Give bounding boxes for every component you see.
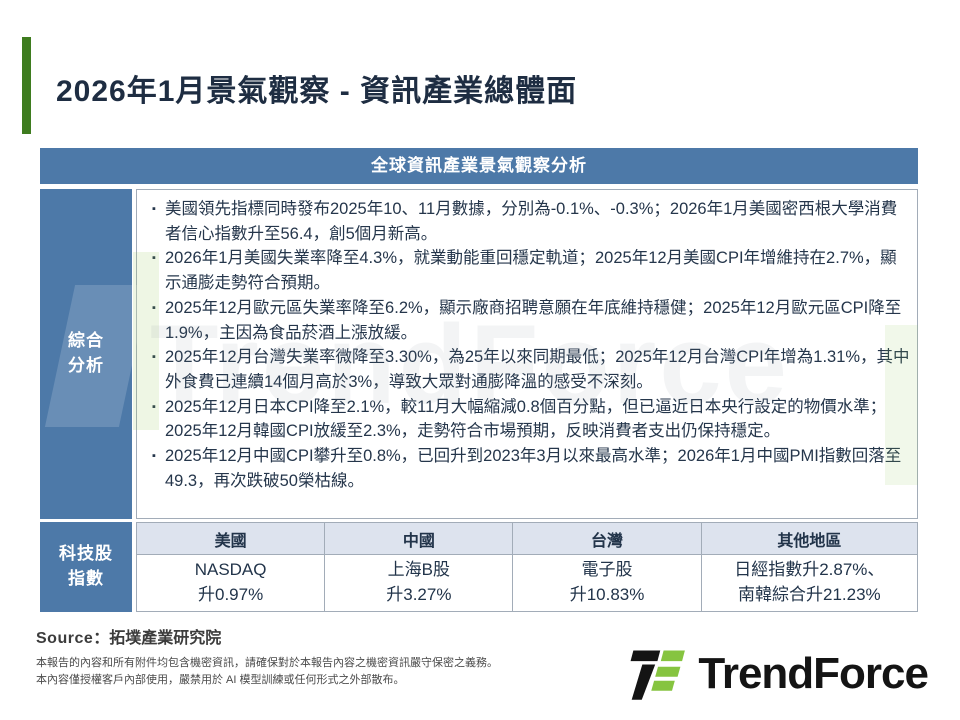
source-text: ：拓墣產業研究院 (93, 630, 222, 647)
source-line: Source：拓墣產業研究院 (36, 624, 221, 648)
bullet-text: 美國領先指標同時發布2025年10、11月數據，分別為-0.1%、-0.3%；2… (165, 200, 898, 243)
trendforce-logo-icon (630, 650, 686, 700)
title-accent-bar (22, 37, 31, 134)
bullet-item: ▪ 2025年12月台灣失業率微降至3.30%，為25年以來同期最低；2025年1… (143, 345, 911, 394)
bullet-icon: ▪ (152, 252, 156, 265)
trendforce-logo-text: TrendForce (698, 649, 929, 698)
bullet-item: ▪ 美國領先指標同時發布2025年10、11月數據，分別為-0.1%、-0.3%；… (143, 197, 911, 246)
stock-col-header-us: 美國 (137, 523, 325, 554)
stock-index-row: 科技股 指數 美國 中國 台灣 其他地區 NASDAQ 升0.97% 上海B股 … (40, 522, 918, 612)
analysis-row: 綜合 分析 ▪ 美國領先指標同時發布2025年10、11月數據，分別為-0.1%、… (40, 189, 918, 519)
observation-table: 全球資訊產業景氣觀察分析 綜合 分析 ▪ 美國領先指標同時發布2025年10、11… (40, 148, 918, 612)
disclaimer-line: 本報告的內容和所有附件均包含機密資訊，請確保對於本報告內容之機密資訊嚴守保密之義… (36, 657, 498, 669)
disclaimer: 本報告的內容和所有附件均包含機密資訊，請確保對於本報告內容之機密資訊嚴守保密之義… (36, 655, 498, 689)
stock-value-china: 上海B股 升3.27% (325, 555, 513, 611)
trendforce-logo: TrendForce (630, 646, 929, 702)
bullet-item: ▪ 2025年12月日本CPI降至2.1%，較11月大幅縮減0.8個百分點，但已逼… (143, 395, 911, 444)
stock-index-table: 美國 中國 台灣 其他地區 NASDAQ 升0.97% 上海B股 升3.27% … (136, 522, 918, 612)
bullet-text: 2026年1月美國失業率降至4.3%，就業動能重回穩定軌道；2025年12月美國… (165, 249, 897, 293)
stock-col-header-china: 中國 (325, 523, 513, 554)
stock-value-other: 日經指數升2.87%、 南韓綜合升21.23% (701, 555, 917, 611)
stock-col-header-other: 其他地區 (701, 523, 917, 554)
analysis-content-cell: ▪ 美國領先指標同時發布2025年10、11月數據，分別為-0.1%、-0.3%；… (136, 189, 918, 519)
bullet-item: ▪ 2025年12月中國CPI攀升至0.8%，已回升到2023年3月以來最高水準；… (143, 444, 911, 493)
analysis-row-label: 綜合 分析 (40, 189, 132, 519)
disclaimer-line: 本內容僅授權客戶內部使用，嚴禁用於 AI 模型訓練或任何形式之外部散布。 (36, 674, 405, 686)
bullet-item: ▪ 2025年12月歐元區失業率降至6.2%，顯示廠商招聘意願在年底維持穩健；20… (143, 296, 911, 345)
bullet-item: ▪ 2026年1月美國失業率降至4.3%，就業動能重回穩定軌道；2025年12月美… (143, 246, 911, 295)
bullet-text: 2025年12月日本CPI降至2.1%，較11月大幅縮減0.8個百分點，但已逼近… (165, 397, 887, 441)
stock-value-us: NASDAQ 升0.97% (137, 555, 325, 611)
bullet-icon: ▪ (152, 400, 156, 413)
bullet-icon: ▪ (152, 301, 156, 314)
page-title: 2026年1月景氣觀察 - 資訊產業總體面 (56, 75, 578, 108)
stock-col-header-taiwan: 台灣 (513, 523, 701, 554)
bullet-text: 2025年12月中國CPI攀升至0.8%，已回升到2023年3月以來最高水準；2… (165, 447, 902, 490)
bullet-icon: ▪ (152, 351, 156, 364)
bullet-icon: ▪ (152, 450, 156, 463)
analysis-bullet-list: ▪ 美國領先指標同時發布2025年10、11月數據，分別為-0.1%、-0.3%；… (143, 197, 911, 493)
bullet-text: 2025年12月台灣失業率微降至3.30%，為25年以來同期最低；2025年12… (165, 348, 910, 391)
table-title: 全球資訊產業景氣觀察分析 (40, 148, 918, 184)
stock-value-taiwan: 電子股 升10.83% (513, 555, 701, 611)
source-label: Source (36, 630, 94, 647)
stock-row-label: 科技股 指數 (40, 522, 132, 612)
bullet-icon: ▪ (152, 203, 156, 215)
bullet-text: 2025年12月歐元區失業率降至6.2%，顯示廠商招聘意願在年底維持穩健；202… (165, 298, 902, 342)
